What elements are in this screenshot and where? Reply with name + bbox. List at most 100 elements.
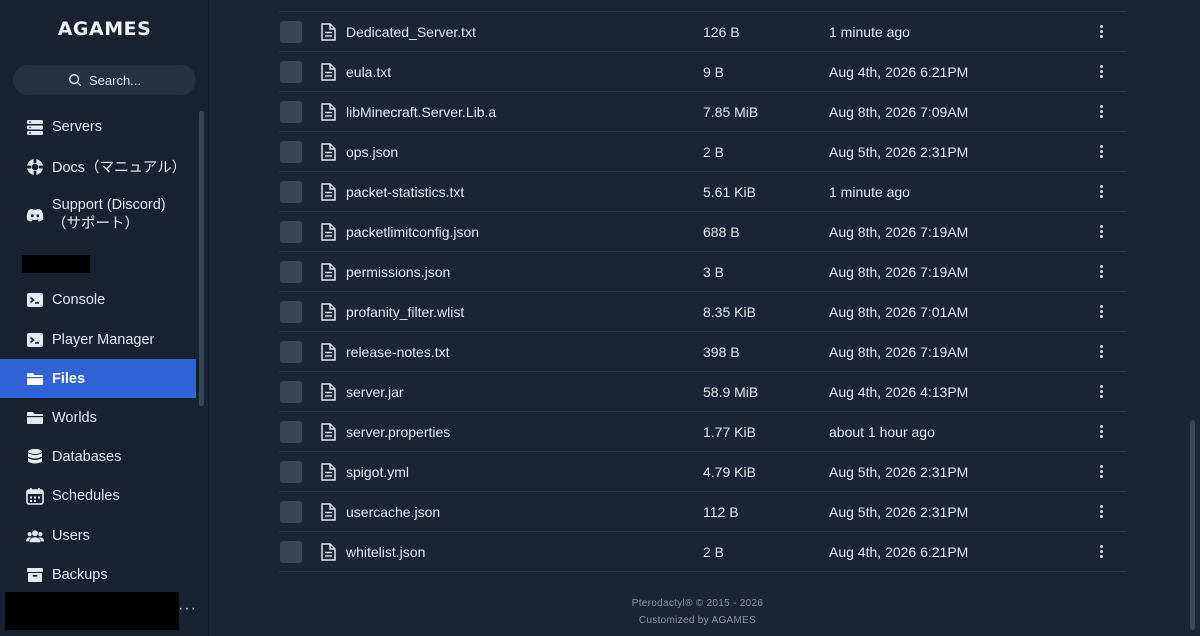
file-name[interactable]: whitelist.json bbox=[346, 543, 426, 560]
row-checkbox[interactable] bbox=[280, 380, 302, 403]
row-more-icon[interactable] bbox=[1094, 302, 1108, 322]
table-row[interactable]: packet-statistics.txt 5.61 KiB 1 minute ag… bbox=[279, 172, 1126, 212]
file-name[interactable]: server.jar bbox=[346, 383, 404, 400]
row-checkbox[interactable] bbox=[280, 540, 302, 563]
file-name[interactable]: usercache.json bbox=[346, 503, 441, 520]
row-more-icon[interactable] bbox=[1094, 262, 1108, 282]
servers-icon bbox=[27, 119, 43, 135]
file-name[interactable]: Dedicated_Server.txt bbox=[346, 23, 476, 40]
table-row[interactable]: Dedicated_Server.txt 126 B 1 minute ago bbox=[279, 12, 1126, 52]
row-more-icon[interactable] bbox=[1094, 22, 1108, 42]
row-checkbox[interactable] bbox=[280, 220, 302, 243]
file-text-icon bbox=[320, 182, 336, 201]
table-row[interactable]: server.properties 1.77 KiB about 1 hour ag… bbox=[279, 412, 1126, 452]
file-text-icon bbox=[320, 302, 336, 321]
file-size: 688 B bbox=[703, 223, 740, 240]
footer-customized[interactable]: Customized by AGAMES bbox=[638, 615, 757, 626]
row-more-icon[interactable] bbox=[1094, 462, 1108, 482]
file-modified: Aug 4th, 2026 4:13PM bbox=[829, 383, 969, 400]
file-modified: Aug 8th, 2026 7:09AM bbox=[829, 103, 969, 120]
sidebar-item-databases[interactable]: Databases bbox=[0, 437, 196, 476]
row-more-icon[interactable] bbox=[1094, 422, 1108, 442]
account-menu-button[interactable]: ··· bbox=[178, 600, 197, 617]
terminal-icon bbox=[27, 292, 43, 307]
file-modified: Aug 4th, 2026 6:21PM bbox=[829, 63, 969, 80]
table-row[interactable]: permissions.json 3 B Aug 8th, 2026 7:19AM bbox=[279, 252, 1126, 292]
file-name[interactable]: server.properties bbox=[346, 423, 451, 440]
sidebar-item-support[interactable]: Support (Discord) （サポート） bbox=[0, 190, 196, 240]
file-size: 3 B bbox=[703, 263, 725, 280]
search-button[interactable]: Search... bbox=[13, 65, 196, 95]
row-checkbox[interactable] bbox=[280, 300, 302, 323]
file-name[interactable]: release-notes.txt bbox=[346, 343, 450, 360]
row-checkbox[interactable] bbox=[280, 60, 302, 83]
brand-logo[interactable]: AGAMES bbox=[57, 18, 152, 40]
table-row[interactable]: server.jar 58.9 MiB Aug 4th, 2026 4:13PM bbox=[279, 372, 1126, 412]
discord-icon bbox=[26, 208, 44, 222]
row-more-icon[interactable] bbox=[1094, 222, 1108, 242]
sidebar-item-schedules[interactable]: Schedules bbox=[0, 476, 196, 515]
file-modified: Aug 8th, 2026 7:19AM bbox=[829, 223, 969, 240]
sidebar-item-label: Files bbox=[52, 370, 86, 387]
table-row[interactable]: eula.txt 9 B Aug 4th, 2026 6:21PM bbox=[279, 52, 1126, 92]
file-size: 1.77 KiB bbox=[703, 423, 756, 440]
sidebar-item-player-manager[interactable]: Player Manager bbox=[0, 320, 196, 359]
file-name[interactable]: ops.json bbox=[346, 143, 399, 160]
row-more-icon[interactable] bbox=[1094, 182, 1108, 202]
table-row[interactable]: ops.json 2 B Aug 5th, 2026 2:31PM bbox=[279, 132, 1126, 172]
table-row[interactable]: usercache.json 112 B Aug 5th, 2026 2:31PM bbox=[279, 492, 1126, 532]
file-modified: Aug 5th, 2026 2:31PM bbox=[829, 503, 969, 520]
terminal-icon bbox=[27, 332, 43, 347]
sidebar-item-users[interactable]: Users bbox=[0, 516, 196, 555]
row-checkbox[interactable] bbox=[280, 180, 302, 203]
file-name[interactable]: eula.txt bbox=[346, 63, 392, 80]
main-scrollbar[interactable] bbox=[1190, 420, 1195, 630]
row-more-icon[interactable] bbox=[1094, 542, 1108, 562]
row-checkbox[interactable] bbox=[280, 420, 302, 443]
file-text-icon bbox=[320, 262, 336, 281]
file-name[interactable]: permissions.json bbox=[346, 263, 451, 280]
file-size: 2 B bbox=[703, 543, 725, 560]
sidebar-scrollbar[interactable] bbox=[199, 111, 204, 406]
row-checkbox[interactable] bbox=[280, 100, 302, 123]
sidebar-item-label: Schedules bbox=[52, 487, 120, 504]
sidebar-item-worlds[interactable]: Worlds bbox=[0, 398, 196, 437]
file-name[interactable]: spigot.yml bbox=[346, 463, 410, 480]
file-modified: Aug 8th, 2026 7:19AM bbox=[829, 343, 969, 360]
row-more-icon[interactable] bbox=[1094, 502, 1108, 522]
file-size: 2 B bbox=[703, 143, 725, 160]
table-row[interactable]: profanity_filter.wlist 8.35 KiB Aug 8th, 2… bbox=[279, 292, 1126, 332]
file-modified: Aug 8th, 2026 7:19AM bbox=[829, 263, 969, 280]
search-icon bbox=[69, 74, 82, 87]
row-checkbox[interactable] bbox=[280, 460, 302, 483]
archive-icon bbox=[27, 567, 43, 582]
table-row[interactable]: spigot.yml 4.79 KiB Aug 5th, 2026 2:31PM bbox=[279, 452, 1126, 492]
file-text-icon bbox=[320, 502, 336, 521]
file-name[interactable]: libMinecraft.Server.Lib.a bbox=[346, 103, 497, 120]
row-more-icon[interactable] bbox=[1094, 382, 1108, 402]
row-more-icon[interactable] bbox=[1094, 62, 1108, 82]
table-row[interactable]: release-notes.txt 398 B Aug 8th, 2026 7:19… bbox=[279, 332, 1126, 372]
row-checkbox[interactable] bbox=[280, 140, 302, 163]
row-checkbox[interactable] bbox=[280, 260, 302, 283]
table-row[interactable]: whitelist.json 2 B Aug 4th, 2026 6:21PM bbox=[279, 532, 1126, 572]
file-size: 112 B bbox=[703, 503, 739, 520]
row-more-icon[interactable] bbox=[1094, 102, 1108, 122]
file-text-icon bbox=[320, 142, 336, 161]
row-checkbox[interactable] bbox=[280, 500, 302, 523]
file-name[interactable]: packet-statistics.txt bbox=[346, 183, 465, 200]
sidebar-item-docs[interactable]: Docs（マニュアル） bbox=[0, 147, 196, 186]
table-row[interactable]: libMinecraft.Server.Lib.a 7.85 MiB Aug 8th… bbox=[279, 92, 1126, 132]
file-name[interactable]: profanity_filter.wlist bbox=[346, 303, 465, 320]
sidebar-item-files[interactable]: Files bbox=[0, 359, 196, 398]
sidebar-item-backups[interactable]: Backups bbox=[0, 555, 196, 594]
row-more-icon[interactable] bbox=[1094, 142, 1108, 162]
file-size: 58.9 MiB bbox=[703, 383, 759, 400]
row-checkbox[interactable] bbox=[280, 340, 302, 363]
row-more-icon[interactable] bbox=[1094, 342, 1108, 362]
table-row[interactable]: packetlimitconfig.json 688 B Aug 8th, 2026… bbox=[279, 212, 1126, 252]
sidebar-item-servers[interactable]: Servers bbox=[0, 107, 196, 146]
row-checkbox[interactable] bbox=[280, 20, 302, 43]
sidebar-item-console[interactable]: Console bbox=[0, 280, 196, 319]
file-name[interactable]: packetlimitconfig.json bbox=[346, 223, 480, 240]
